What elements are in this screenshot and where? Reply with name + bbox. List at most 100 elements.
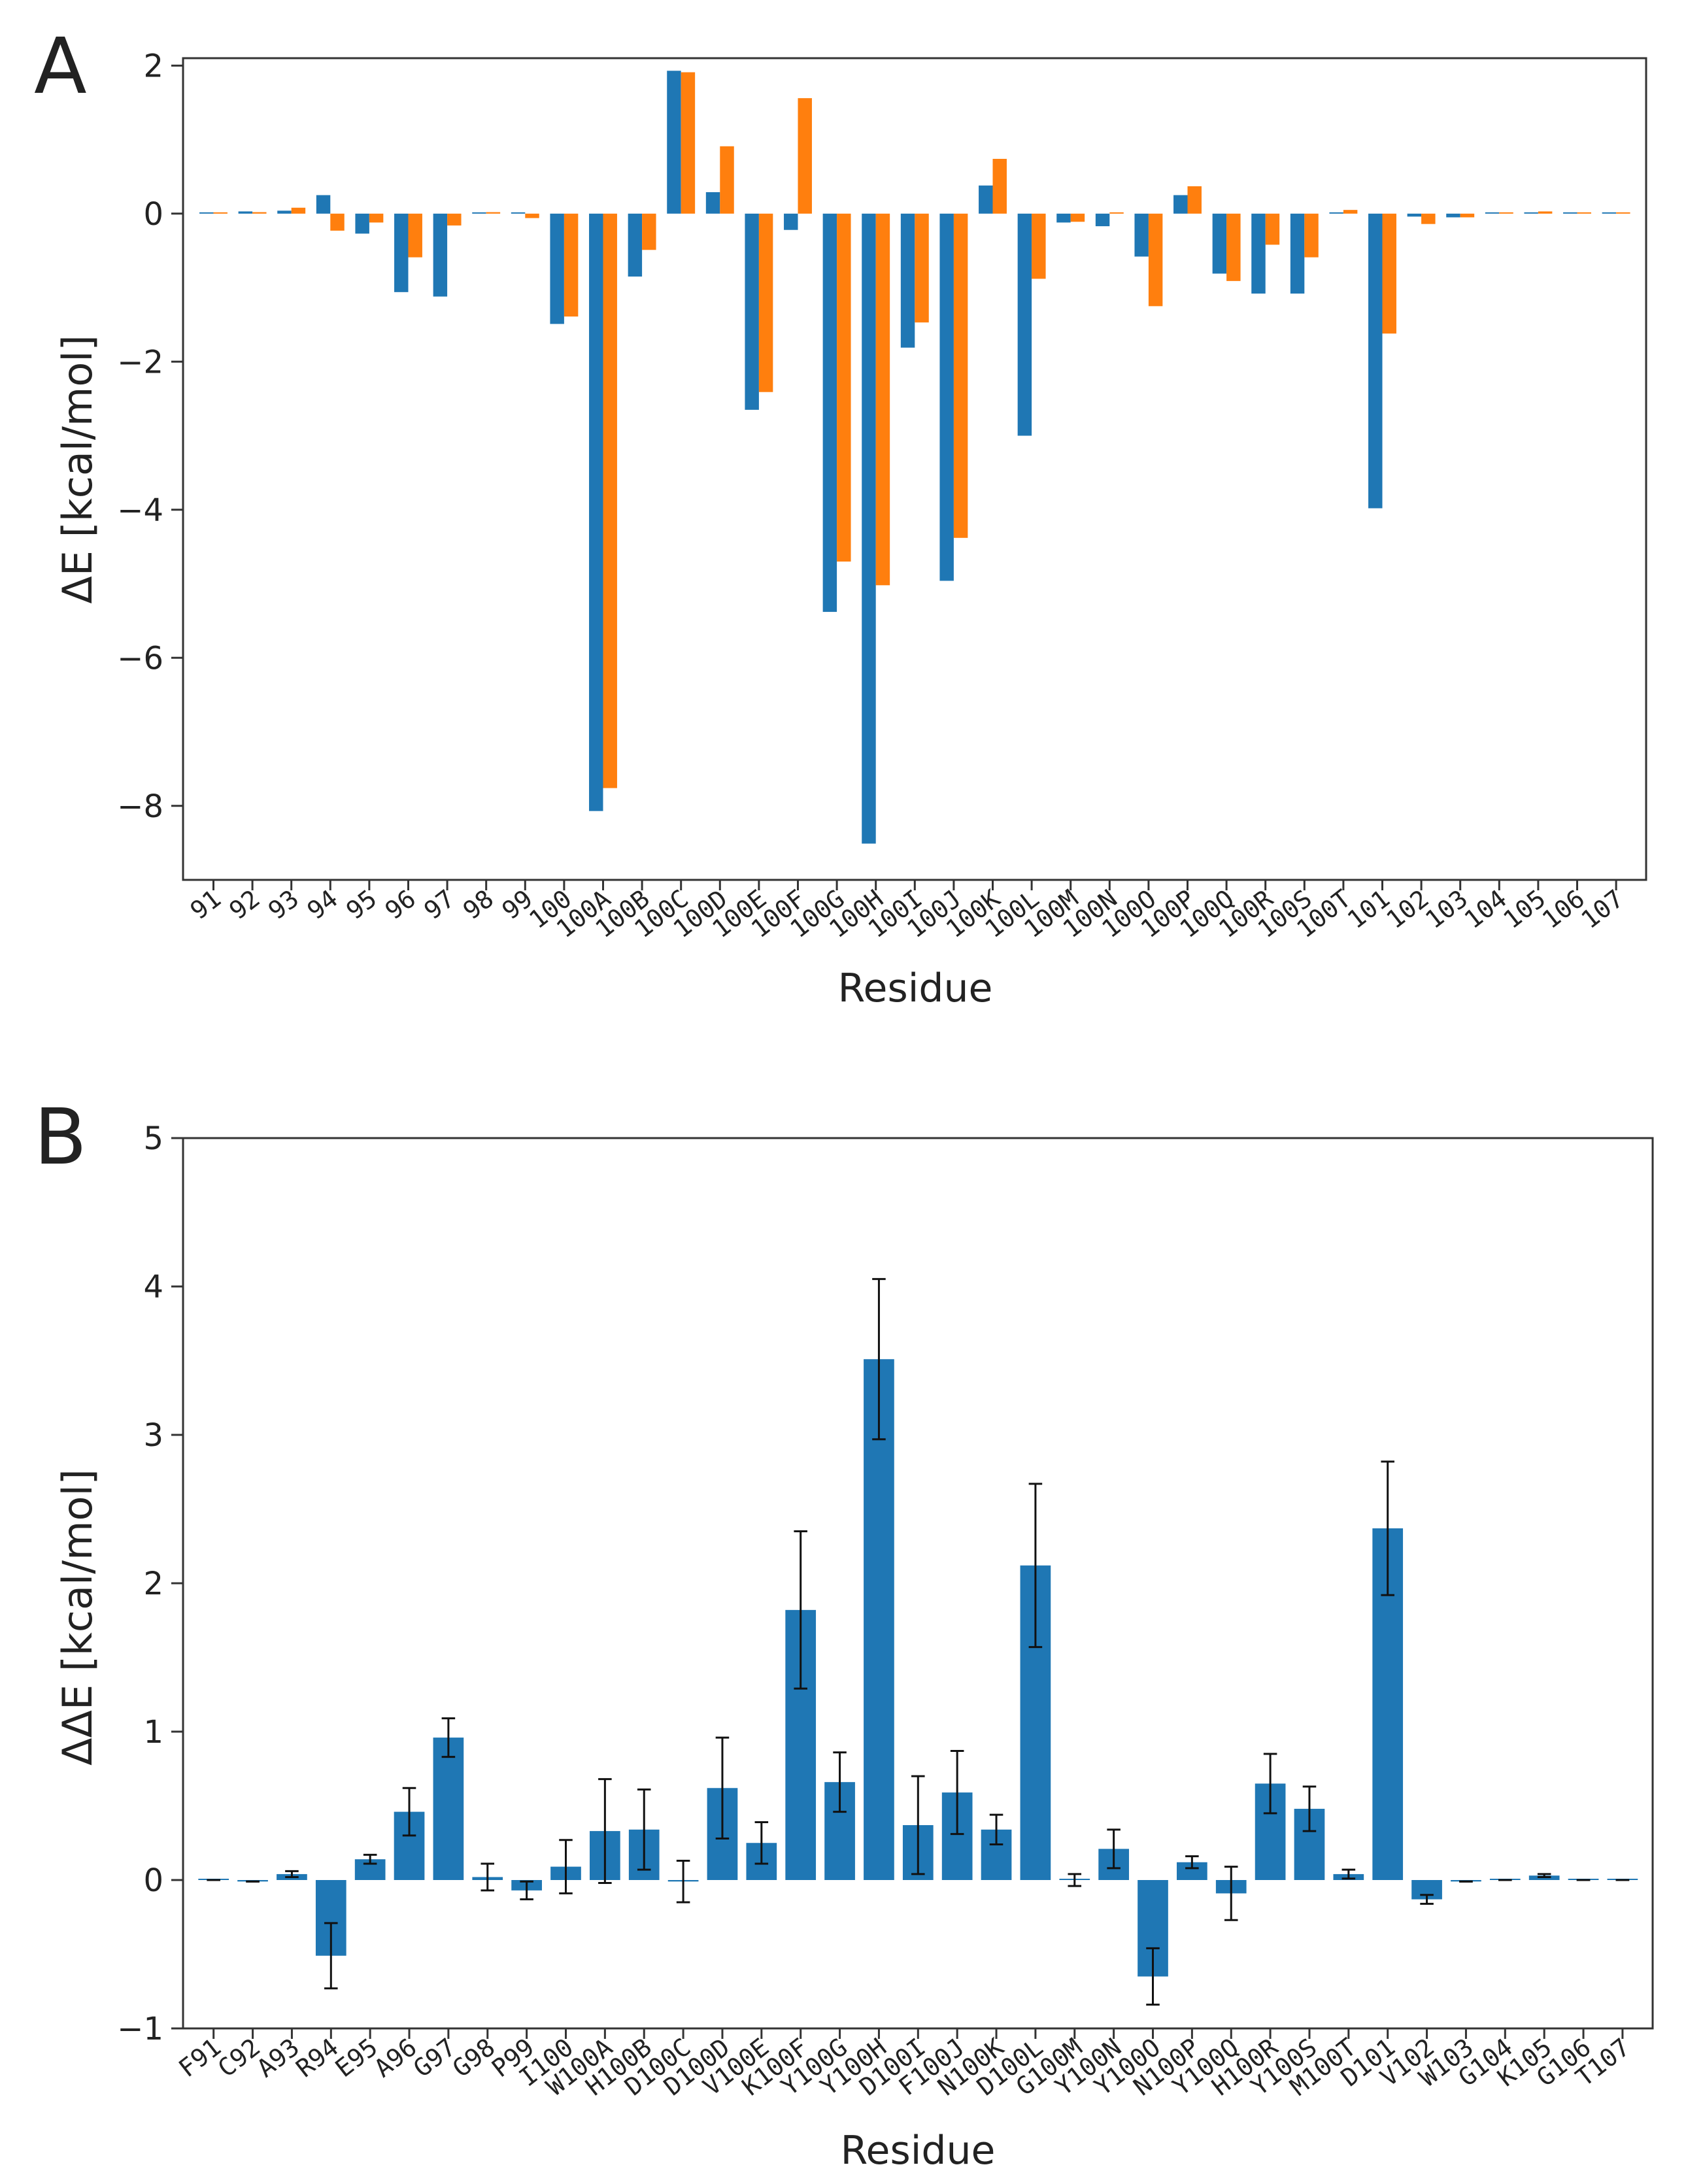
bar-series-orange-107 [1616,212,1630,214]
bar-series-orange-104 [1499,212,1513,214]
y-tick-label: 1 [143,1714,163,1751]
y-tick-label: 4 [143,1269,163,1305]
y-tick-label: −1 [117,2011,163,2047]
bar-series-orange-97 [447,213,462,226]
y-tick-label: 2 [143,1566,163,1602]
bar-series-blue-96 [394,213,409,292]
bar-series-orange-100L [1032,213,1046,279]
bar-series-orange-100C [681,72,696,214]
bar-series-blue-100G [822,213,837,613]
bar-series-orange-106 [1577,212,1591,214]
bar-series-blue-100L [1017,213,1032,436]
bar-series-blue-100C [667,71,681,214]
x-tick-label: 93 [263,884,304,925]
bar-series-blue-100I [900,213,915,348]
bar-series-blue-100O [1134,213,1149,257]
bar-series-blue-99 [511,212,526,214]
x-tick-label: 107 [1576,884,1628,934]
bar-series-blue-101 [1368,213,1383,509]
x-tick-label: 91 [185,884,226,925]
bar-series-blue-92 [238,211,253,214]
bar-series-blue-91 [199,212,214,214]
bar-series-blue-100E [745,213,759,410]
bar-series-blue-107 [1602,212,1617,214]
x-tick-label: 97 [418,884,460,925]
x-tick-label: 92 [224,884,265,925]
bar-series-orange-100T [1343,210,1358,214]
bar-series-orange-95 [369,213,384,223]
bar-series-blue-100H [862,213,876,844]
y-tick-label: 2 [143,48,163,84]
bar-series-blue-102 [1407,213,1422,217]
bar-series-blue-93 [277,210,292,214]
bar-series-orange-100J [953,213,968,538]
bar-series-blue-100T [1329,212,1343,214]
panel-b-xlabel: Residue [841,2128,996,2174]
bar-series-blue-100A [589,213,603,811]
bar-series-orange-100K [992,159,1007,214]
bar-series-orange-100P [1187,186,1202,214]
x-tick-label: 94 [302,884,343,925]
bar-series-blue-100 [550,213,564,324]
y-tick-label: −8 [117,788,163,825]
y-tick-label: 5 [143,1120,163,1157]
bar-series-orange-93 [291,207,306,214]
bar-series-orange-92 [252,212,267,214]
bar-series-orange-100N [1109,212,1124,214]
bar-series-orange-100B [642,213,656,250]
bar-series-blue-98 [472,212,486,214]
y-tick-label: 0 [143,196,163,233]
panel-a: A ΔE [kcal/mol] Residue 2 0 −2 −4 −6 −8 919293… [34,21,1647,1011]
bar-series-orange-94 [330,213,345,231]
bar-series-blue-100N [1095,213,1110,227]
bar-series-blue-106 [1563,212,1577,214]
bar-series-blue-104 [1485,212,1500,214]
y-tick-label: −4 [117,492,163,529]
bar-series-blue-100K [979,185,993,214]
bar-series-orange-100 [564,213,579,317]
bar-series-blue-100Q [1212,213,1227,274]
bar-series-orange-100D [720,146,734,214]
bar-series-orange-100G [837,213,851,562]
bar-series-orange-103 [1460,213,1475,218]
bar-series-orange-101 [1382,213,1396,334]
bar-series-orange-100A [603,213,617,788]
bar-series-blue-100B [628,213,643,277]
bar-series-orange-100F [798,98,812,214]
bar-series-orange-96 [408,213,422,258]
bar-series-blue-100S [1290,213,1305,294]
panel-b: B ΔΔE [kcal/mol] Residue 543210−1F91C92A… [34,1092,1654,2174]
bar-series-blue-94 [316,195,331,214]
bar-series-orange-100I [915,213,929,323]
bar-series-orange-100E [758,213,773,392]
y-tick-label: 3 [143,1417,163,1454]
bar-series-orange-100H [875,213,890,586]
bar-series-blue-100D [705,192,720,214]
bar-series-blue-105 [1524,212,1538,214]
bar-ddE-Y100H [864,1359,894,1880]
panel-a-label: A [34,21,87,111]
bar-series-blue-95 [355,213,369,234]
bar-series-orange-98 [486,212,501,214]
bar-series-orange-100R [1265,213,1280,245]
bar-series-blue-103 [1446,213,1460,218]
panel-a-ylabel: ΔE [kcal/mol] [54,335,101,603]
x-tick-label: 98 [458,884,499,925]
panel-b-ylabel: ΔΔE [kcal/mol] [54,1469,101,1766]
bar-series-orange-91 [213,212,228,214]
x-tick-label: 96 [380,884,421,925]
bar-series-blue-100P [1173,195,1188,214]
y-tick-label: −6 [117,640,163,677]
bar-series-orange-100O [1148,213,1163,307]
bar-series-orange-100M [1070,213,1085,222]
bar-series-orange-100S [1304,213,1319,258]
bar-series-blue-97 [433,213,448,297]
bar-series-orange-100Q [1226,213,1241,281]
plot-frame [182,57,1647,881]
bar-ddE-G97 [433,1738,464,1880]
panel-b-label: B [34,1092,87,1182]
y-tick-label: −2 [117,344,163,380]
bar-series-blue-100M [1056,213,1071,223]
bar-series-blue-100J [939,213,954,581]
